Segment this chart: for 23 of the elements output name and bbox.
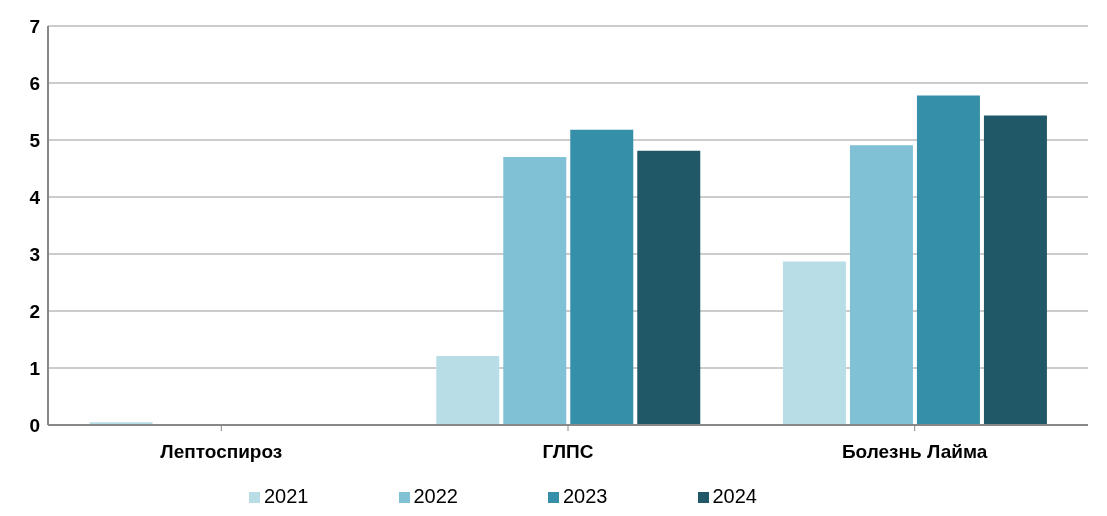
y-tick-label: 6: [29, 72, 40, 94]
y-tick-label: 3: [29, 243, 40, 265]
legend-label: 2022: [413, 485, 458, 507]
x-tick-label: ГЛПС: [542, 441, 594, 463]
y-tick-label: 2: [29, 300, 40, 322]
bar: [849, 145, 913, 425]
y-tick-label: 1: [29, 357, 41, 379]
bar: [503, 157, 567, 425]
legend-label: 2021: [264, 485, 309, 507]
x-tick-label: Болезнь Лайма: [841, 441, 988, 463]
bar: [916, 95, 980, 425]
bar: [570, 129, 634, 425]
y-tick-label: 5: [29, 129, 41, 151]
legend-label: 2023: [563, 485, 608, 507]
bar: [983, 115, 1047, 425]
x-tick-label: Лептоспироз: [160, 441, 283, 463]
bar: [436, 356, 500, 425]
legend-label: 2024: [712, 485, 757, 507]
y-tick-label: 4: [29, 186, 41, 208]
y-tick-label: 7: [29, 15, 40, 37]
y-tick-label: 0: [29, 414, 40, 436]
bar: [782, 261, 846, 425]
bar: [637, 150, 701, 425]
